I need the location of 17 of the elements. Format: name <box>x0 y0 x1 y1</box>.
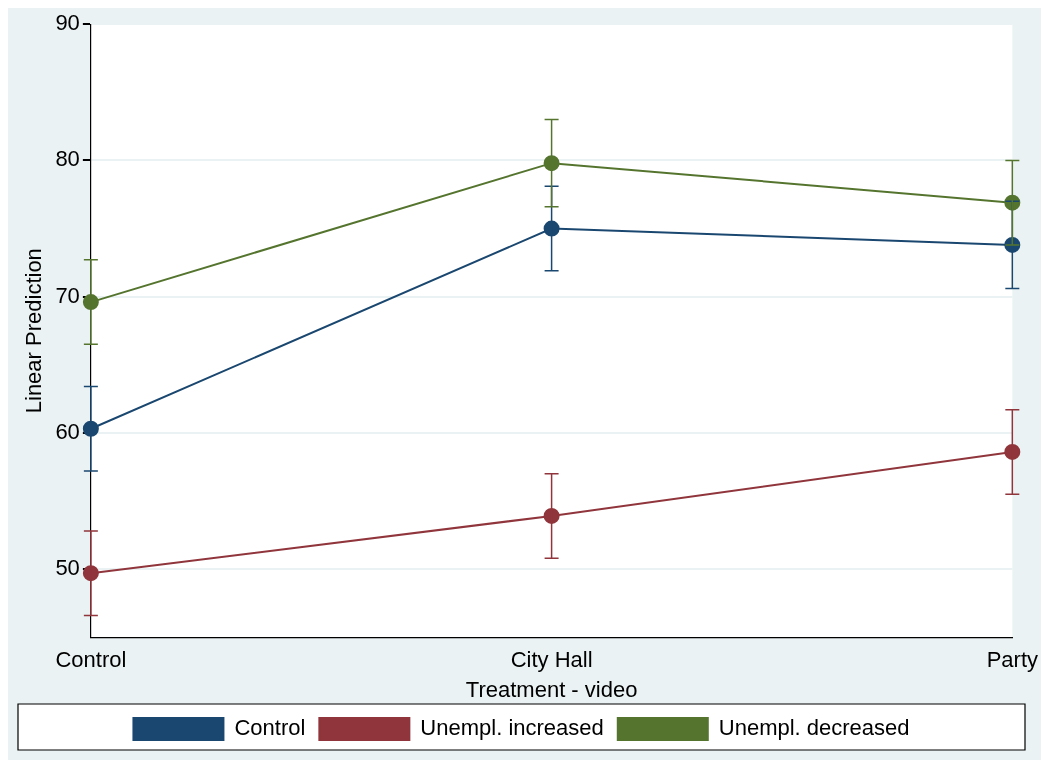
point <box>543 220 560 237</box>
x-tick-label: City Hall <box>510 647 593 673</box>
point <box>1004 443 1021 460</box>
point <box>543 507 560 524</box>
x-axis-title: Treatment - video <box>465 676 638 702</box>
x-tick-label: Party <box>986 647 1039 673</box>
point <box>543 155 560 172</box>
x-tick-label: Control <box>55 647 127 673</box>
y-tick-label: 80 <box>55 146 80 172</box>
y-tick-label: 60 <box>55 418 80 444</box>
legend-label: Control <box>234 715 306 741</box>
y-tick-label: 90 <box>55 10 80 36</box>
y-tick-label: 50 <box>55 555 80 581</box>
y-axis-title: Linear Prediction <box>21 248 47 414</box>
y-tick-label: 70 <box>55 282 80 308</box>
legend-label: Unempl. increased <box>420 715 604 741</box>
legend-label: Unempl. decreased <box>718 715 910 741</box>
